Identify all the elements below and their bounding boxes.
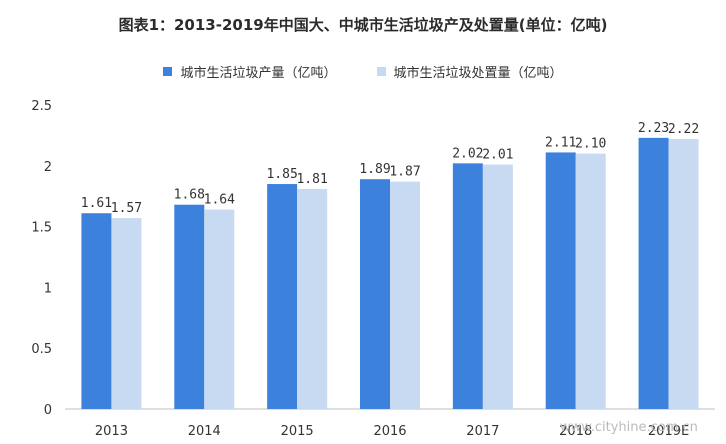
legend-item-disposal: 城市生活垃圾处置量（亿吨） (376, 62, 563, 81)
x-tick-label: 2013 (95, 424, 128, 439)
data-label-disposal: 2.22 (668, 122, 699, 137)
x-tick-label: 2016 (373, 424, 406, 439)
bar-production (452, 163, 483, 409)
data-label-production: 2.02 (452, 146, 483, 161)
data-label-production: 1.68 (174, 188, 205, 203)
x-tick-label: 2018 (559, 424, 592, 439)
data-label-production: 2.23 (638, 121, 669, 136)
data-label-production: 2.11 (545, 135, 576, 150)
x-tick-label: 2017 (466, 424, 499, 439)
legend-label-disposal: 城市生活垃圾处置量（亿吨） (393, 66, 563, 81)
data-label-production: 1.85 (266, 167, 297, 182)
legend-swatch-disposal (376, 67, 386, 76)
data-label-disposal: 1.81 (296, 172, 327, 187)
y-tick-label: 2 (44, 160, 52, 175)
bar-production (360, 179, 390, 409)
y-tick-label: 2.5 (31, 99, 52, 114)
data-label-disposal: 1.87 (389, 165, 420, 180)
data-label-disposal: 1.64 (204, 193, 235, 208)
y-tick-label: 0.5 (31, 342, 52, 357)
bar-disposal (575, 153, 606, 409)
y-tick-label: 0 (44, 403, 52, 418)
chart-title: 图表1：2013-2019年中国大、中城市生活垃圾产及处置量(单位：亿吨) (118, 16, 608, 34)
x-tick-label: 2015 (281, 424, 314, 439)
data-label-production: 1.89 (359, 162, 390, 177)
bar-production (638, 137, 669, 409)
bar-production (267, 184, 298, 409)
bar-production (545, 152, 576, 409)
bar-disposal (204, 209, 235, 409)
bar-disposal (482, 164, 513, 409)
data-label-disposal: 2.10 (575, 137, 606, 152)
data-label-production: 1.61 (81, 196, 112, 211)
bar-disposal (111, 218, 142, 409)
y-tick-label: 1 (44, 281, 52, 296)
legend-label-production: 城市生活垃圾产量（亿吨） (180, 66, 337, 81)
data-label-disposal: 1.57 (111, 201, 142, 216)
legend-item-production: 城市生活垃圾产量（亿吨） (163, 62, 337, 81)
bar-disposal (297, 188, 328, 409)
x-tick-label: 2019E (648, 424, 689, 439)
bar-production (174, 204, 205, 409)
data-label-disposal: 2.01 (482, 148, 513, 163)
watermark-text: www.cityhine.com.cn (560, 420, 698, 435)
x-tick-label: 2014 (188, 424, 221, 439)
bar-disposal (390, 181, 420, 409)
bar-disposal (668, 139, 699, 409)
bar-production (81, 213, 112, 409)
y-tick-label: 1.5 (31, 221, 52, 236)
legend-swatch-production (163, 67, 173, 76)
legend: 城市生活垃圾产量（亿吨） 城市生活垃圾处置量（亿吨） (0, 62, 726, 81)
